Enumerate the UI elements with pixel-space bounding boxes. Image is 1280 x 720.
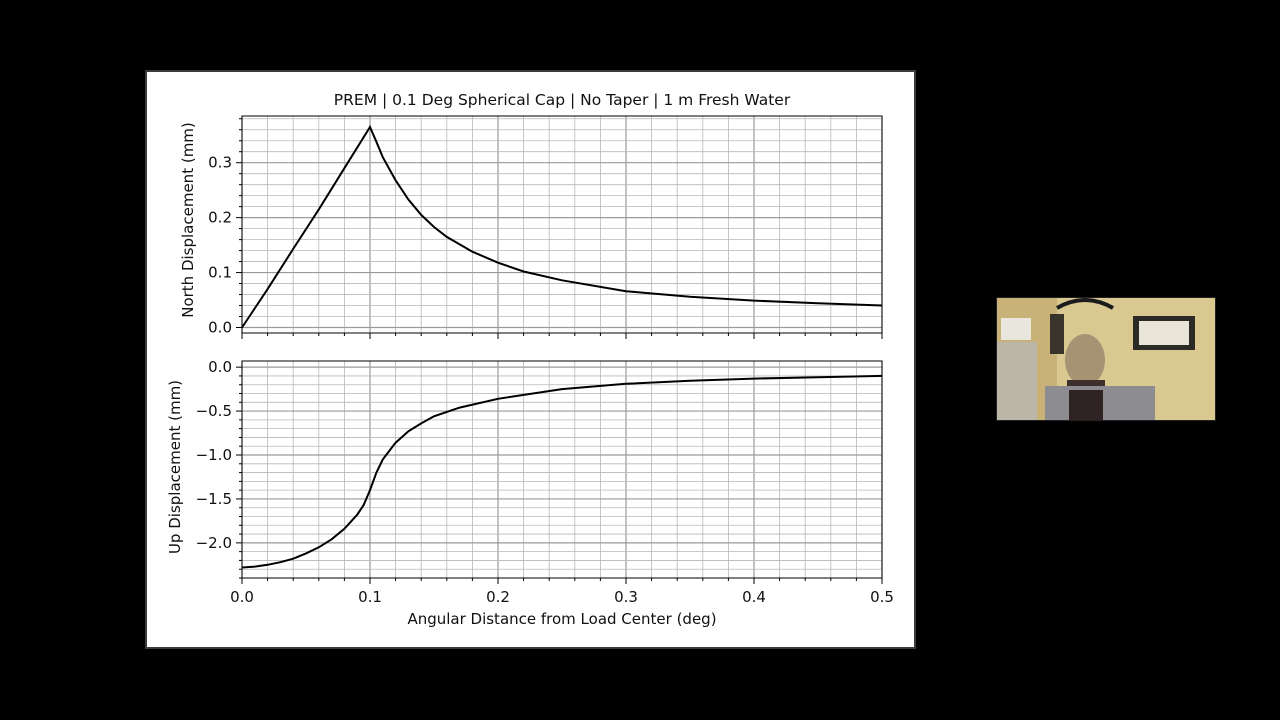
north-displacement-panel: 0.0 0.1 0.2 0.3 North Displacement (mm)	[179, 115, 883, 339]
x-tick-label: 0.5	[870, 588, 894, 606]
y-tick-label: −0.5	[196, 402, 232, 420]
y-tick-label: −2.0	[196, 534, 232, 552]
y-tick-label: −1.5	[196, 490, 232, 508]
up-displacement-panel: 0.0 −0.5 −1.0 −1.5 −2.0 0.0 0.1 0.2 0.3 0.4 0.5 Up…	[166, 358, 894, 628]
chart-title: PREM | 0.1 Deg Spherical Cap | No Taper …	[334, 91, 791, 109]
x-tick-label: 0.1	[358, 588, 382, 606]
x-tick-label: 0.4	[742, 588, 766, 606]
ticks: 0.0 0.1 0.2 0.3	[208, 118, 883, 339]
y-axis-label: Up Displacement (mm)	[166, 380, 184, 554]
slide: PREM | 0.1 Deg Spherical Cap | No Taper …	[145, 70, 916, 649]
x-tick-label: 0.3	[614, 588, 638, 606]
y-tick-label: 0.1	[208, 264, 232, 282]
webcam-thumbnail	[996, 297, 1216, 421]
y-tick-label: −1.0	[196, 446, 232, 464]
axes-frame	[241, 360, 883, 579]
webcam-video-image	[997, 298, 1215, 420]
figure: PREM | 0.1 Deg Spherical Cap | No Taper …	[166, 91, 894, 628]
grid	[241, 116, 883, 333]
axes-frame	[241, 115, 883, 334]
y-axis-label: North Displacement (mm)	[179, 122, 197, 318]
up-displacement-line	[241, 374, 883, 569]
x-tick-label: 0.2	[486, 588, 510, 606]
north-displacement-line	[241, 124, 883, 329]
y-tick-label: 0.3	[208, 154, 232, 172]
grid	[241, 361, 883, 579]
x-tick-label: 0.0	[230, 588, 254, 606]
y-tick-label: 0.0	[208, 358, 232, 376]
y-tick-label: 0.0	[208, 319, 232, 337]
x-axis-label: Angular Distance from Load Center (deg)	[407, 610, 716, 628]
y-tick-label: 0.2	[208, 209, 232, 227]
